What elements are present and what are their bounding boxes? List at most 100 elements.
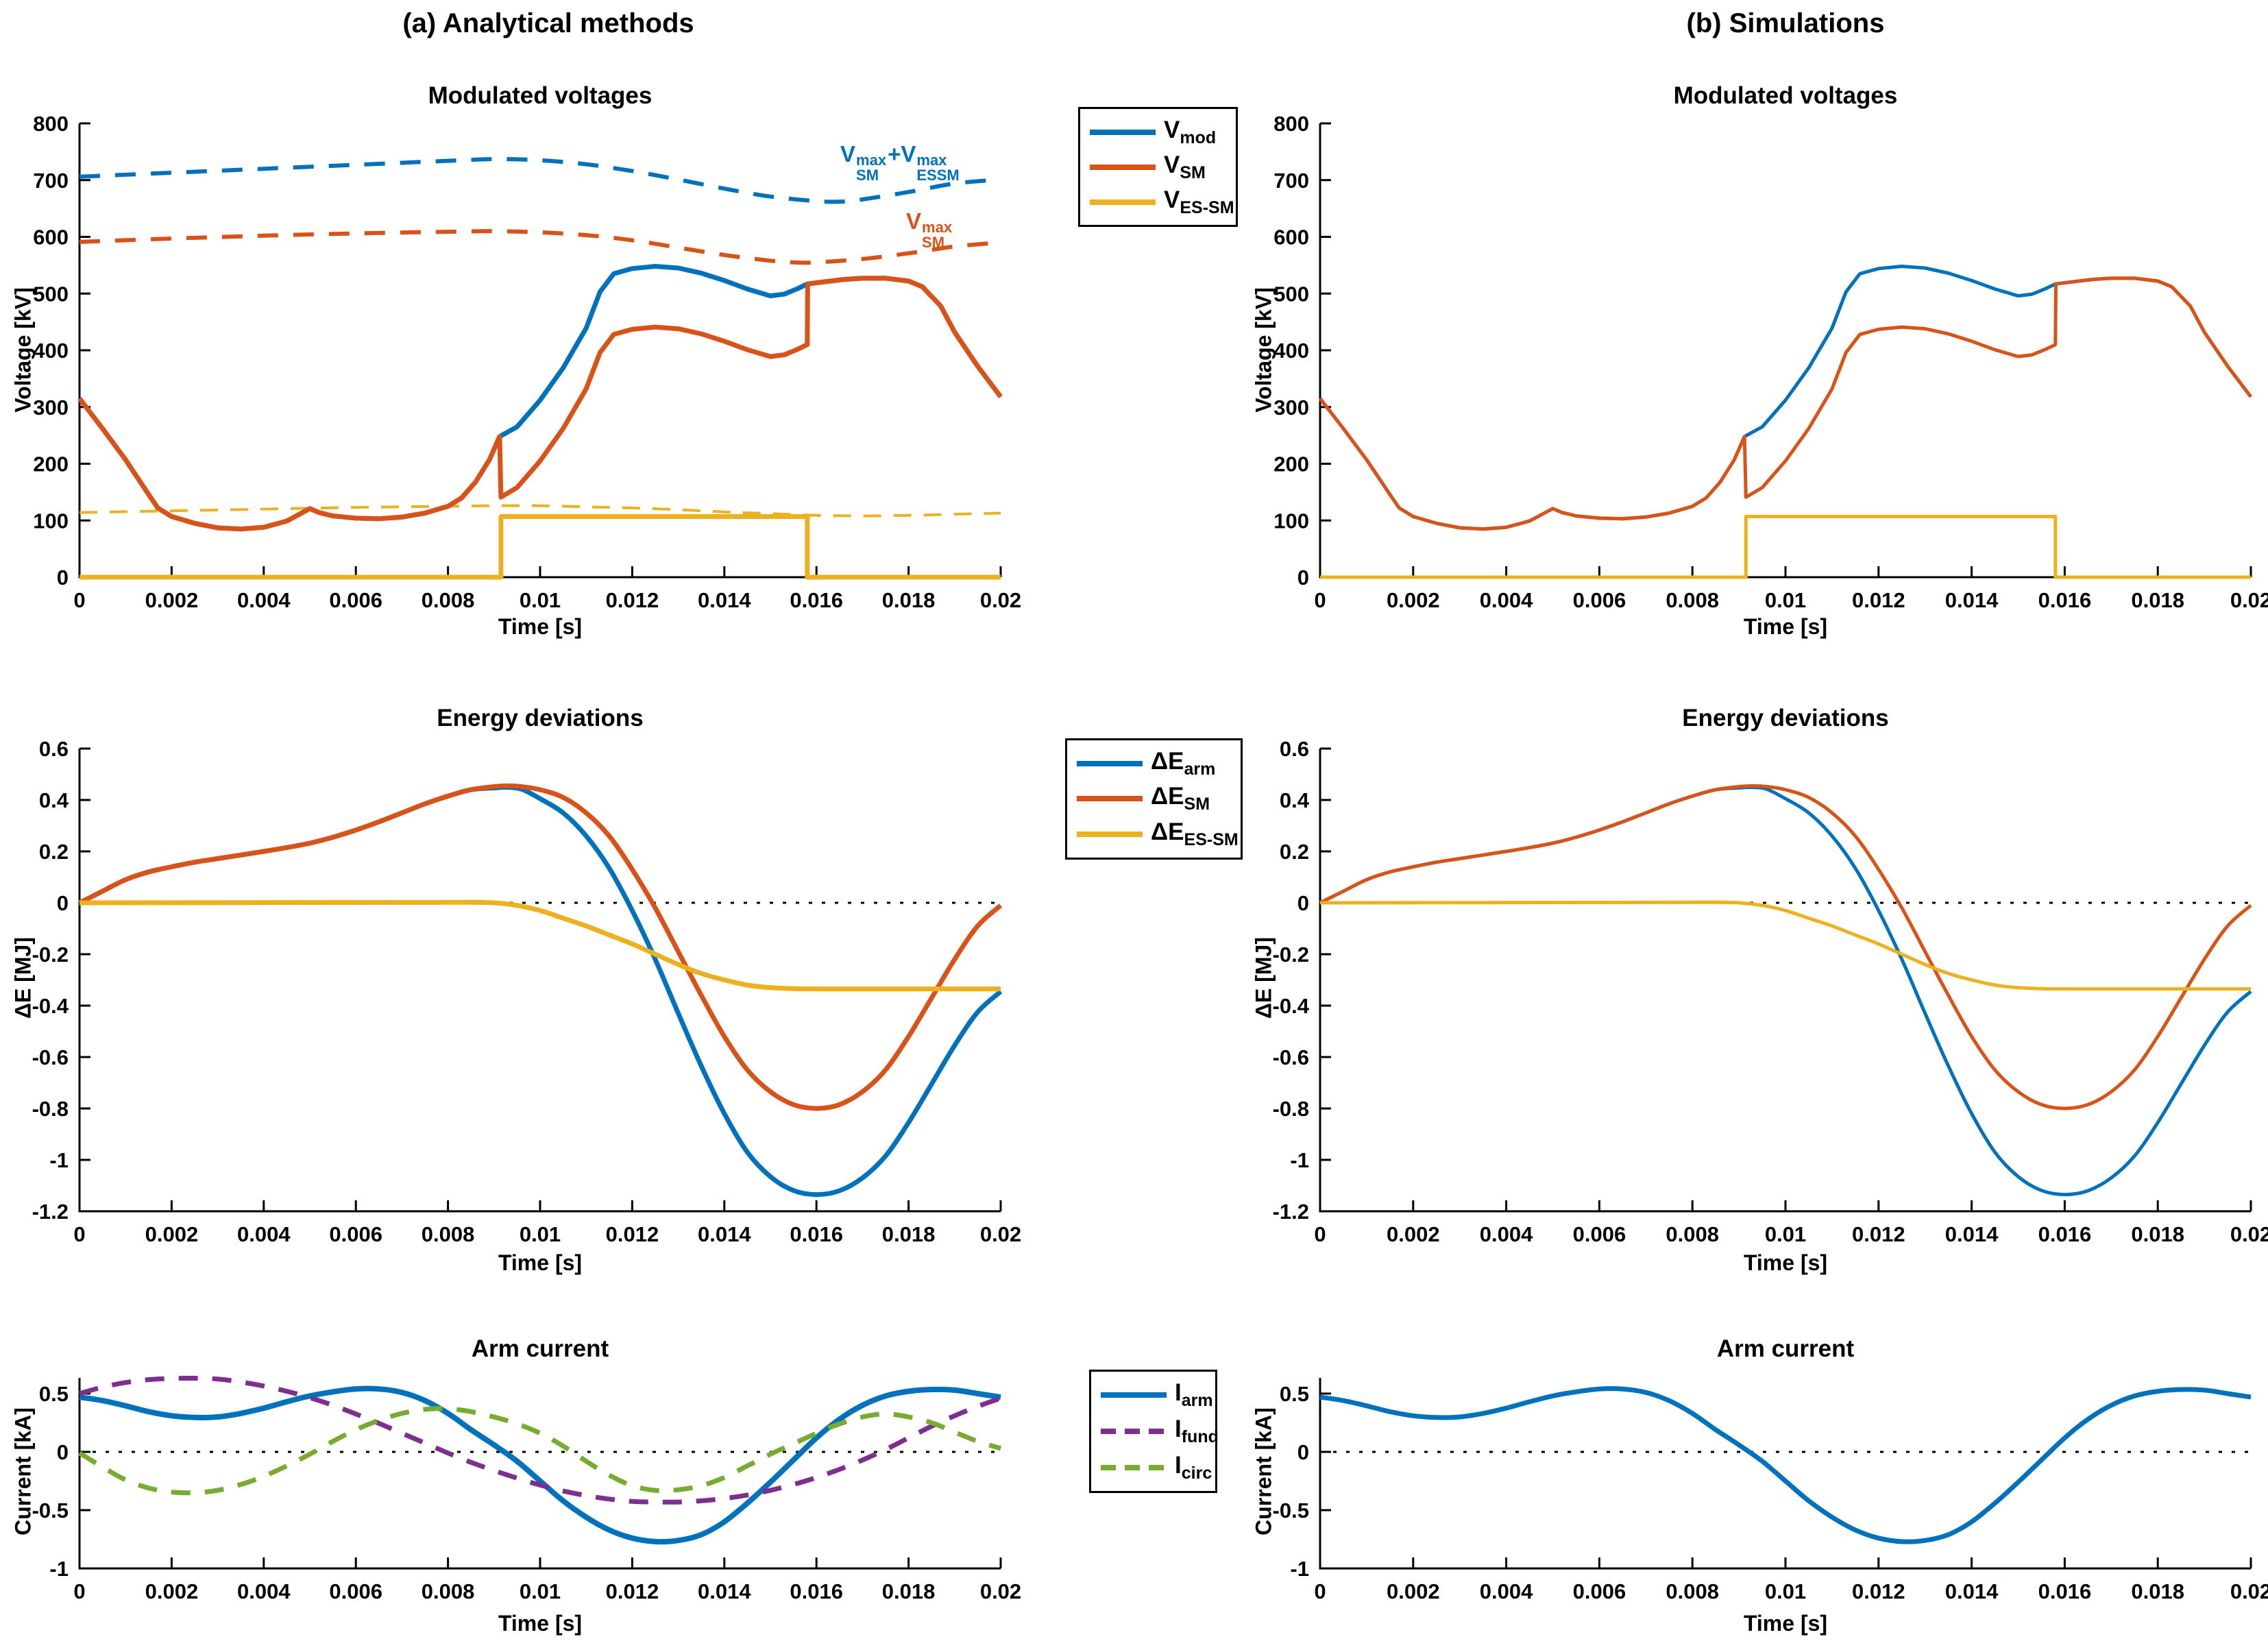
x-tick-label: 0.016: [2038, 588, 2092, 612]
x-tick-label: 0.012: [1852, 1222, 1905, 1246]
legend-label-iarm: Iarm: [1175, 1379, 1213, 1411]
y-tick-label: 0: [1297, 891, 1309, 915]
x-tick-label: 0.004: [237, 1579, 291, 1603]
series-dE_arm: [1319, 786, 2252, 1197]
xlabel-time-current-b: Time [s]: [1743, 1611, 1828, 1636]
y-tick-label: -0.6: [1273, 1045, 1309, 1069]
x-tick-label: 0.012: [1852, 588, 1905, 612]
legend-label-dearm: ΔEarm: [1151, 747, 1216, 779]
x-tick-label: 0.016: [2038, 1222, 2092, 1246]
x-tick-label: 0.004: [1480, 1579, 1533, 1603]
series-V_SM_max_plus_V_ESSM_max_limit: [79, 157, 1001, 204]
x-tick-label: 0.01: [1765, 1222, 1806, 1246]
y-tick-label: 300: [1273, 396, 1309, 420]
y-tick-label: 0.4: [1280, 788, 1310, 812]
y-tick-label: 200: [33, 452, 69, 476]
x-tick-label: 0.002: [1387, 1222, 1440, 1246]
column-title-simulations: (b) Simulations: [1686, 8, 1885, 38]
y-tick-label: 300: [33, 396, 69, 420]
legend-item-vsm: VSM: [1088, 153, 1228, 182]
x-tick-label: 0: [73, 1222, 85, 1246]
y-tick-label: 800: [33, 112, 69, 136]
legend-label-desm: ΔESM: [1151, 783, 1210, 814]
plot-energy-a: 0 0.002 0.004 0.006 0.008 0.01 0.012 0.014 0.016…: [32, 737, 1022, 1246]
y-tick-label: 400: [1273, 339, 1309, 363]
x-tick-label: 0.018: [2131, 1222, 2184, 1246]
y-tick-label: -1: [49, 1148, 69, 1172]
legend-line-iarm-icon: [1101, 1392, 1167, 1398]
plot-current-b: 0 0.002 0.004 0.006 0.008 0.01 0.012 0.014 0.016…: [1273, 1378, 2268, 1603]
x-tick-label: 0.016: [790, 588, 843, 612]
x-tick-label: 0.01: [520, 588, 561, 612]
legend-line-icirc-icon: [1101, 1464, 1167, 1470]
y-tick-label: 700: [1273, 169, 1309, 193]
x-tick-label: 0.012: [606, 1579, 659, 1603]
x-tick-label: 0.002: [1387, 1579, 1440, 1603]
x-tick-label: 0.006: [1573, 588, 1626, 612]
x-tick-label: 0.012: [606, 1222, 659, 1246]
series-dE_ES-SM: [79, 899, 1001, 992]
y-tick-label: -1.2: [32, 1200, 69, 1224]
legend-item-desm: ΔESM: [1075, 784, 1232, 813]
y-tick-label: -1: [49, 1557, 69, 1581]
y-tick-label: -0.4: [32, 994, 69, 1018]
x-tick-label: 0.02: [980, 1222, 1021, 1246]
y-tick-label: -0.5: [1273, 1499, 1309, 1522]
x-tick-label: 0: [1314, 588, 1326, 612]
x-tick-label: 0.008: [1666, 1579, 1719, 1603]
legend-label-deessm: ΔEES-SM: [1151, 818, 1239, 850]
y-tick-label: 0.5: [1280, 1382, 1309, 1406]
x-tick-label: 0.01: [1765, 1579, 1806, 1603]
legend-label-vsm: VSM: [1164, 151, 1206, 182]
x-tick-label: 0.004: [1480, 1222, 1533, 1246]
y-tick-label: 0.2: [39, 840, 69, 864]
x-tick-label: 0.014: [698, 1579, 751, 1603]
x-tick-label: 0.018: [882, 1222, 936, 1246]
legend-line-deessm-icon: [1077, 832, 1143, 838]
y-tick-label: -0.8: [1273, 1097, 1309, 1121]
x-tick-label: 0.008: [1666, 588, 1719, 612]
x-tick-label: 0.006: [329, 1579, 382, 1603]
x-tick-label: 0.02: [2230, 1579, 2268, 1603]
y-tick-label: 100: [33, 509, 69, 533]
xlabel-time-current-a: Time [s]: [498, 1611, 583, 1636]
plot-title-arm-current-a: Arm current: [471, 1335, 609, 1362]
x-tick-label: 0: [73, 588, 85, 612]
plot-title-modulated-voltages-a: Modulated voltages: [428, 82, 653, 109]
x-tick-label: 0: [1314, 1222, 1326, 1246]
y-tick-label: 700: [33, 169, 69, 193]
x-tick-label: 0.006: [329, 588, 382, 612]
x-tick-label: 0.014: [1945, 1579, 1999, 1603]
x-tick-label: 0: [73, 1579, 85, 1603]
legend-label-icirc: Icirc: [1175, 1451, 1212, 1483]
series-V_ES-SM: [1320, 515, 2251, 579]
y-tick-label: -1.2: [1273, 1200, 1309, 1224]
ylabel-current-b: Current [kA]: [1251, 1407, 1276, 1536]
x-tick-label: 0.004: [237, 1222, 291, 1246]
plot-title-arm-current-b: Arm current: [1716, 1335, 1855, 1362]
x-tick-label: 0.008: [422, 588, 475, 612]
y-tick-label: -1: [1290, 1557, 1309, 1581]
y-tick-label: -0.5: [32, 1499, 69, 1522]
y-tick-label: 0.6: [1280, 737, 1309, 761]
x-tick-label: 0.018: [2131, 1579, 2184, 1603]
y-tick-label: 0: [1297, 566, 1309, 590]
y-tick-label: 0.5: [39, 1382, 69, 1406]
legend-line-vessm-icon: [1090, 199, 1156, 205]
legend-item-icirc: Icirc: [1099, 1453, 1212, 1482]
x-tick-label: 0.01: [520, 1222, 561, 1246]
series-dE_SM: [1319, 784, 2252, 1111]
x-tick-label: 0.004: [1480, 588, 1533, 612]
y-tick-label: 500: [1273, 282, 1309, 306]
x-tick-label: 0.012: [606, 588, 659, 612]
legend-currents: Iarm Ifund Icirc: [1089, 1370, 1219, 1493]
x-tick-label: 0.012: [1852, 1579, 1905, 1603]
series-V_mod: [1319, 265, 2252, 531]
legend-item-deessm: ΔEES-SM: [1075, 820, 1239, 849]
x-tick-label: 0.002: [145, 1222, 199, 1246]
x-tick-label: 0.016: [2038, 1579, 2092, 1603]
xlabel-time-energy-a: Time [s]: [498, 1250, 583, 1275]
